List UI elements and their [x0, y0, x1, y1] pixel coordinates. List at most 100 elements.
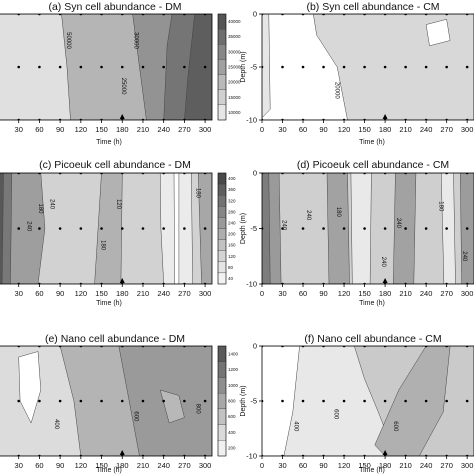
contour-label: 240	[280, 220, 286, 231]
sample-point	[445, 399, 448, 403]
x-tick-label: 270	[440, 461, 453, 470]
colorbar-tick-label: 800	[228, 399, 236, 404]
colorbar-swatch	[217, 424, 227, 441]
plot-area: 20000	[262, 14, 474, 120]
contour-label: 120	[115, 199, 121, 210]
sample-point	[183, 227, 186, 230]
sample-point	[383, 65, 387, 69]
colorbar-tick-label: 240	[228, 220, 236, 225]
colorbar-tick-label: 600	[228, 414, 236, 419]
sample-point	[79, 399, 83, 403]
sample-point	[100, 399, 103, 403]
sample-point	[183, 65, 186, 69]
sample-point	[404, 227, 407, 230]
x-axis-label: Time (h)	[96, 139, 122, 146]
panel-title-main: Nano cell abundance - DM	[61, 333, 185, 345]
sample-point	[342, 65, 346, 69]
colorbar-swatch	[217, 345, 227, 362]
y-tick-label: -10	[246, 116, 257, 125]
x-tick-label: 180	[116, 125, 129, 134]
contour-label: 800	[195, 404, 201, 415]
x-tick-label: 210	[399, 125, 412, 134]
chart-panel-5: 400 600 800 (e) Nano cell abundance - DM 30 6…	[0, 333, 239, 474]
y-tick-label: 0	[253, 342, 257, 351]
y-tick-label: -5	[250, 224, 257, 233]
sample-point	[38, 227, 41, 230]
contour-label: 600	[132, 411, 138, 422]
x-tick-label: 0	[260, 461, 264, 470]
x-tick-label: 90	[56, 125, 64, 134]
sample-point	[79, 227, 83, 230]
panel-label: (b)	[306, 1, 319, 13]
colorbar-swatch	[217, 183, 227, 196]
colorbar-tick-label: 200	[228, 232, 236, 237]
sample-point	[120, 399, 124, 403]
sample-point	[363, 399, 366, 403]
x-tick-label: 210	[399, 461, 412, 470]
chart-panel-1: 50000 30000 25000 (a) Syn cell abundance - …	[0, 1, 241, 146]
contour-label: 180	[37, 204, 43, 215]
x-tick-label: 150	[95, 289, 108, 298]
sample-point	[162, 227, 165, 230]
colorbar-tick-label: 360	[228, 187, 236, 192]
x-tick-label: 300	[199, 125, 212, 134]
x-tick-label: 90	[319, 289, 327, 298]
colorbar-tick-label: 1200	[228, 367, 239, 372]
contour-label: 240	[395, 218, 401, 229]
colorbar-swatch	[217, 408, 227, 425]
panel-title: (c) Picoeuk cell abundance - DM	[39, 159, 191, 171]
contour-region-2	[262, 346, 300, 456]
chart-panel-3: 240 180 240 180 120 180 (c) Picoeuk cell abund…	[0, 159, 236, 307]
contour-region-2	[262, 14, 271, 119]
sample-point	[445, 65, 448, 69]
sample-point	[342, 227, 346, 230]
contour-region-5	[94, 173, 123, 284]
x-tick-label: 210	[137, 125, 150, 134]
sample-point	[404, 399, 407, 403]
colorbar-swatch	[217, 250, 227, 262]
sample-point	[58, 399, 62, 403]
sample-point	[17, 399, 21, 403]
x-tick-label: 120	[75, 125, 88, 134]
contour-region-7	[440, 173, 456, 284]
panel-title: (e) Nano cell abundance - DM	[45, 333, 185, 345]
contour-region-4	[425, 18, 451, 47]
sample-point	[79, 65, 83, 69]
sample-point	[38, 65, 41, 69]
contour-label: 400	[53, 419, 59, 430]
x-tick-label: 240	[420, 125, 433, 134]
colorbar-swatch	[217, 28, 227, 45]
contour-label: 50000	[65, 32, 71, 49]
contour-label: 240	[25, 221, 31, 232]
x-tick-label: 120	[338, 125, 351, 134]
colorbar-tick-label: 120	[228, 254, 236, 259]
x-tick-label: 30	[278, 289, 286, 298]
colorbar: 1400 1200 1000 800 600 400 200	[217, 345, 239, 457]
x-tick-label: 270	[178, 125, 191, 134]
y-axis-label: Depth (m)	[240, 51, 247, 82]
sample-point	[162, 65, 165, 69]
panel-title-main: Picoeuk cell abundance - CM	[313, 159, 450, 171]
x-tick-label: 60	[299, 289, 307, 298]
sample-point	[162, 399, 165, 403]
sample-point	[281, 227, 284, 230]
contour-label: 30000	[132, 32, 138, 49]
y-axis-label: Depth (m)	[240, 385, 247, 416]
colorbar-tick-label: 40	[228, 276, 234, 281]
contour-label: 180	[335, 207, 341, 218]
x-tick-label: 180	[379, 461, 392, 470]
x-tick-label: 240	[420, 289, 433, 298]
colorbar-swatch	[217, 261, 227, 274]
y-tick-label: -5	[250, 397, 257, 406]
sample-point	[141, 65, 145, 69]
x-tick-label: 60	[299, 125, 307, 134]
x-tick-label: 90	[56, 289, 64, 298]
x-axis-label: Time (h)	[96, 467, 122, 474]
x-tick-label: 210	[399, 289, 412, 298]
colorbar-tick-label: 1000	[228, 383, 239, 388]
x-tick-label: 120	[75, 461, 88, 470]
y-tick-label: -10	[246, 452, 257, 461]
colorbar-swatch	[217, 440, 227, 457]
colorbar-tick-label: 40000	[228, 19, 241, 24]
